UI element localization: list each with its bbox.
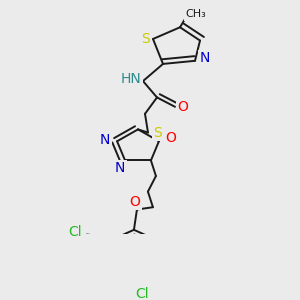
Text: S: S — [141, 32, 149, 46]
Text: N: N — [200, 52, 210, 65]
Text: CH₃: CH₃ — [186, 9, 206, 19]
Text: O: O — [166, 131, 176, 145]
Text: S: S — [154, 125, 162, 140]
Text: Cl: Cl — [135, 287, 149, 300]
Text: N: N — [100, 133, 110, 147]
Text: O: O — [178, 100, 188, 114]
Text: HN: HN — [121, 72, 141, 86]
Text: N: N — [115, 161, 125, 175]
Text: Cl: Cl — [68, 225, 82, 239]
Text: O: O — [130, 195, 140, 209]
